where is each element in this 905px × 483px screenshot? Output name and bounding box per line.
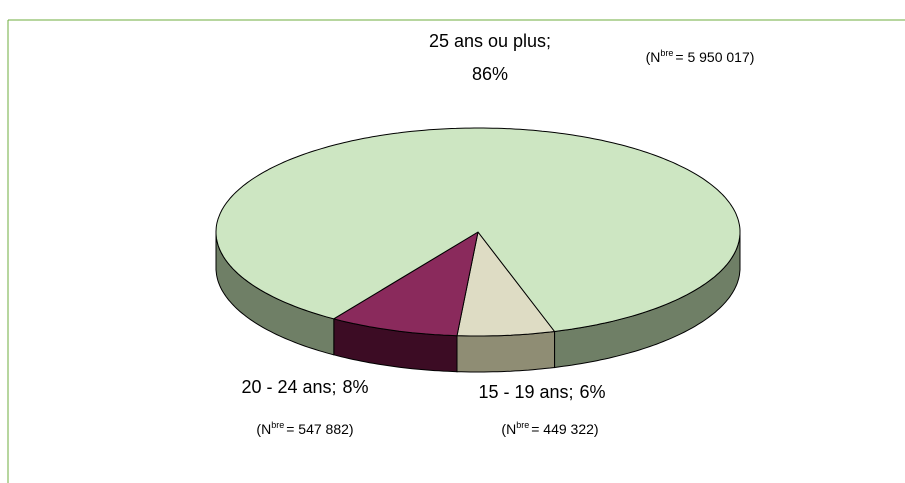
pie-slice xyxy=(332,230,479,337)
annotation-prefix: (N xyxy=(256,421,271,437)
value-label: 6% xyxy=(580,382,606,402)
category-label: 20 - 24 ans xyxy=(241,377,331,397)
count-annotation: (Nbre = 449 322) xyxy=(501,420,598,437)
count-annotation: (Nbre = 547 882) xyxy=(256,420,353,437)
data-label: 20 - 24 ans; 8% xyxy=(241,377,368,397)
annotation-count: = 547 882) xyxy=(286,421,353,437)
value-label: 8% xyxy=(343,377,369,397)
annotation-count: = 449 322) xyxy=(531,421,598,437)
label-separator: ; xyxy=(546,31,551,51)
data-label: 25 ans ou plus; 86% xyxy=(429,31,551,84)
category-label: 15 - 19 ans xyxy=(478,382,568,402)
annotation-prefix: (N xyxy=(501,421,516,437)
pie-slice xyxy=(456,230,556,337)
annotation-prefix: (N xyxy=(646,49,661,65)
category-label: 25 ans ou plus xyxy=(429,31,546,51)
value-label: 86% xyxy=(472,64,508,84)
annotation-sup: bre xyxy=(516,420,529,430)
annotation-count: = 5 950 017) xyxy=(675,49,754,65)
annotation-sup: bre xyxy=(271,420,284,430)
pie-slice xyxy=(215,127,741,333)
data-label: 15 - 19 ans; 6% xyxy=(478,382,605,402)
label-separator: ; xyxy=(332,377,337,397)
annotation-sup: bre xyxy=(660,48,673,58)
count-annotation: (Nbre = 5 950 017) xyxy=(646,48,755,65)
pie-side xyxy=(456,330,556,373)
label-separator: ; xyxy=(569,382,574,402)
